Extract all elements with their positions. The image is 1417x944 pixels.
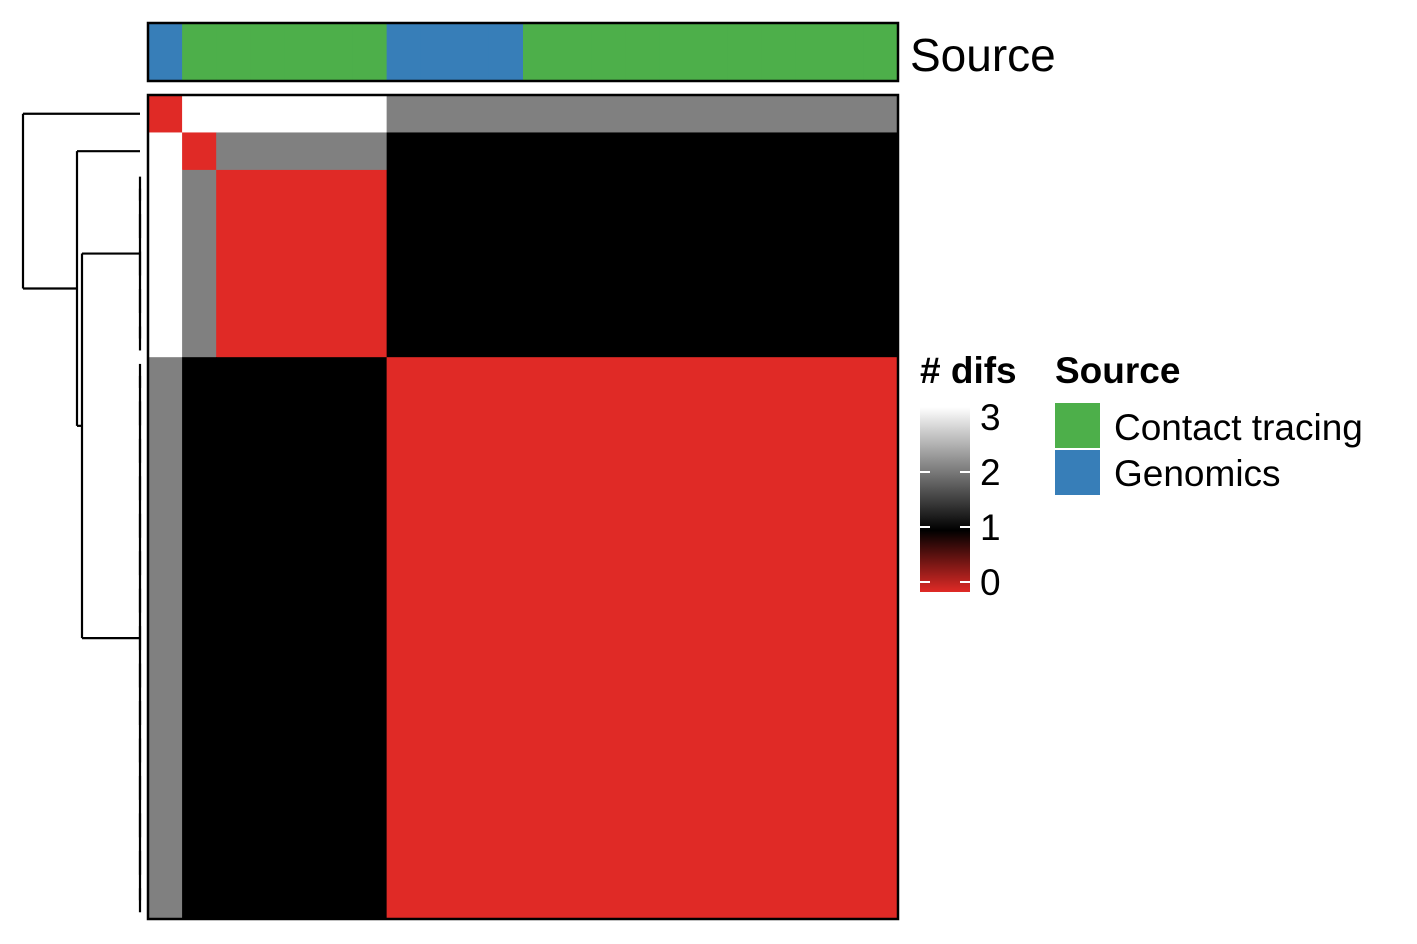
heatmap-cell: [148, 95, 183, 133]
colorbar-tick-label: 3: [980, 397, 1001, 438]
colorbar-tick-label: 0: [980, 562, 1001, 603]
heatmap-cell: [182, 169, 217, 358]
heatmap-cell: [386, 169, 899, 358]
annotation-cell: [352, 23, 388, 81]
heatmap-cell: [216, 132, 388, 171]
source-legend-title: Source: [1055, 350, 1180, 391]
annotation-cell: [625, 23, 660, 81]
legend-label-genomics: Genomics: [1114, 453, 1281, 494]
heatmap-cell: [182, 95, 217, 133]
heatmap-cell: [216, 169, 388, 358]
legend-label-contact-tracing: Contact tracing: [1114, 407, 1363, 448]
heatmap-body: [146, 93, 900, 921]
annotation-cell: [795, 23, 831, 81]
annotation-title: Source: [910, 29, 1056, 81]
source-annotation-bar: [146, 21, 900, 83]
colorbar-tick-label: 2: [980, 452, 1001, 493]
difs-color-legend: # difs 0 1 2 3: [920, 350, 1017, 603]
annotation-cell: [318, 23, 354, 81]
annotation-cell: [591, 23, 626, 81]
annotation-cell: [693, 23, 729, 81]
heatmap-cell: [148, 357, 183, 920]
annotation-cell: [727, 23, 763, 81]
annotation-cell: [216, 23, 251, 81]
annotation-cell: [148, 23, 183, 81]
annotation-cell: [761, 23, 797, 81]
annotation-cell: [420, 23, 456, 81]
heatmap-cell: [386, 357, 899, 920]
annotation-cell: [488, 23, 524, 81]
annotation-cell: [182, 23, 217, 81]
heatmap-cell: [386, 95, 899, 133]
source-legend: Source Contact tracing Genomics: [1055, 350, 1363, 495]
annotation-cell: [454, 23, 490, 81]
annotation-cell: [284, 23, 320, 81]
annotation-cell: [523, 23, 558, 81]
legend-swatch-contact-tracing: [1055, 403, 1100, 448]
annotation-cell: [863, 23, 899, 81]
annotation-cell: [386, 23, 422, 81]
annotation-cell: [659, 23, 695, 81]
annotation-cell: [557, 23, 592, 81]
heatmap-cell: [148, 169, 183, 358]
legend-swatch-genomics: [1055, 450, 1100, 495]
annotation-cell: [829, 23, 865, 81]
heatmap-cell: [216, 95, 388, 133]
colorbar-tick-label: 1: [980, 507, 1001, 548]
annotation-border: [146, 21, 900, 83]
heatmap-cell: [216, 357, 388, 920]
heatmap-cell: [182, 132, 217, 171]
color-legend-title: # difs: [920, 350, 1017, 391]
row-dendrogram: [21, 112, 142, 913]
heatmap-border: [146, 93, 900, 921]
heatmap-cell: [148, 132, 183, 171]
annotation-cell: [250, 23, 285, 81]
heatmap-cell: [386, 132, 899, 171]
heatmap-cell: [182, 357, 217, 920]
color-legend-bar: [920, 407, 970, 592]
